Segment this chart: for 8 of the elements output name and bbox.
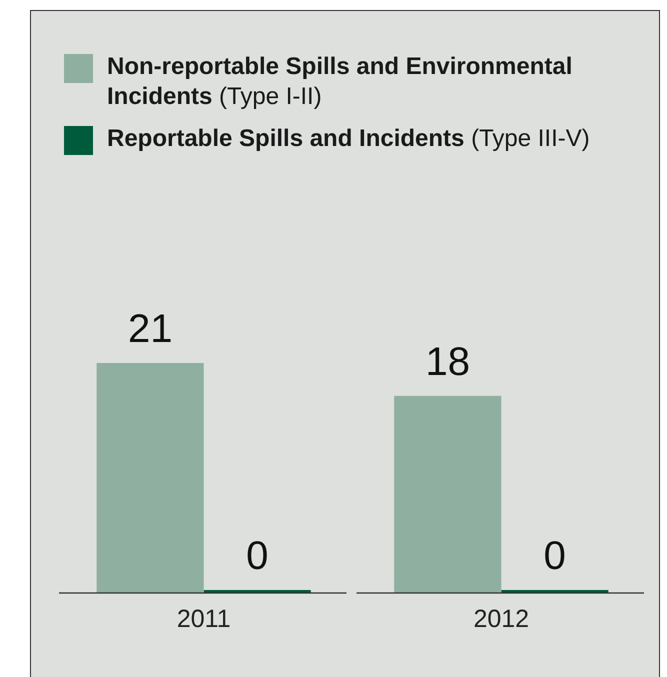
data-label: 21 (128, 307, 172, 352)
x-tick-label: 2011 (176, 604, 231, 633)
legend-label: Non-reportable Spills and Environmental Incidents (Type I-II) (107, 52, 574, 112)
data-label: 18 (425, 340, 470, 384)
x-tick-label: 2012 (473, 604, 530, 633)
legend-label: Reportable Spills and Incidents (Type III-V) (107, 124, 590, 154)
data-label: 0 (544, 534, 566, 578)
data-label: 0 (246, 534, 268, 578)
